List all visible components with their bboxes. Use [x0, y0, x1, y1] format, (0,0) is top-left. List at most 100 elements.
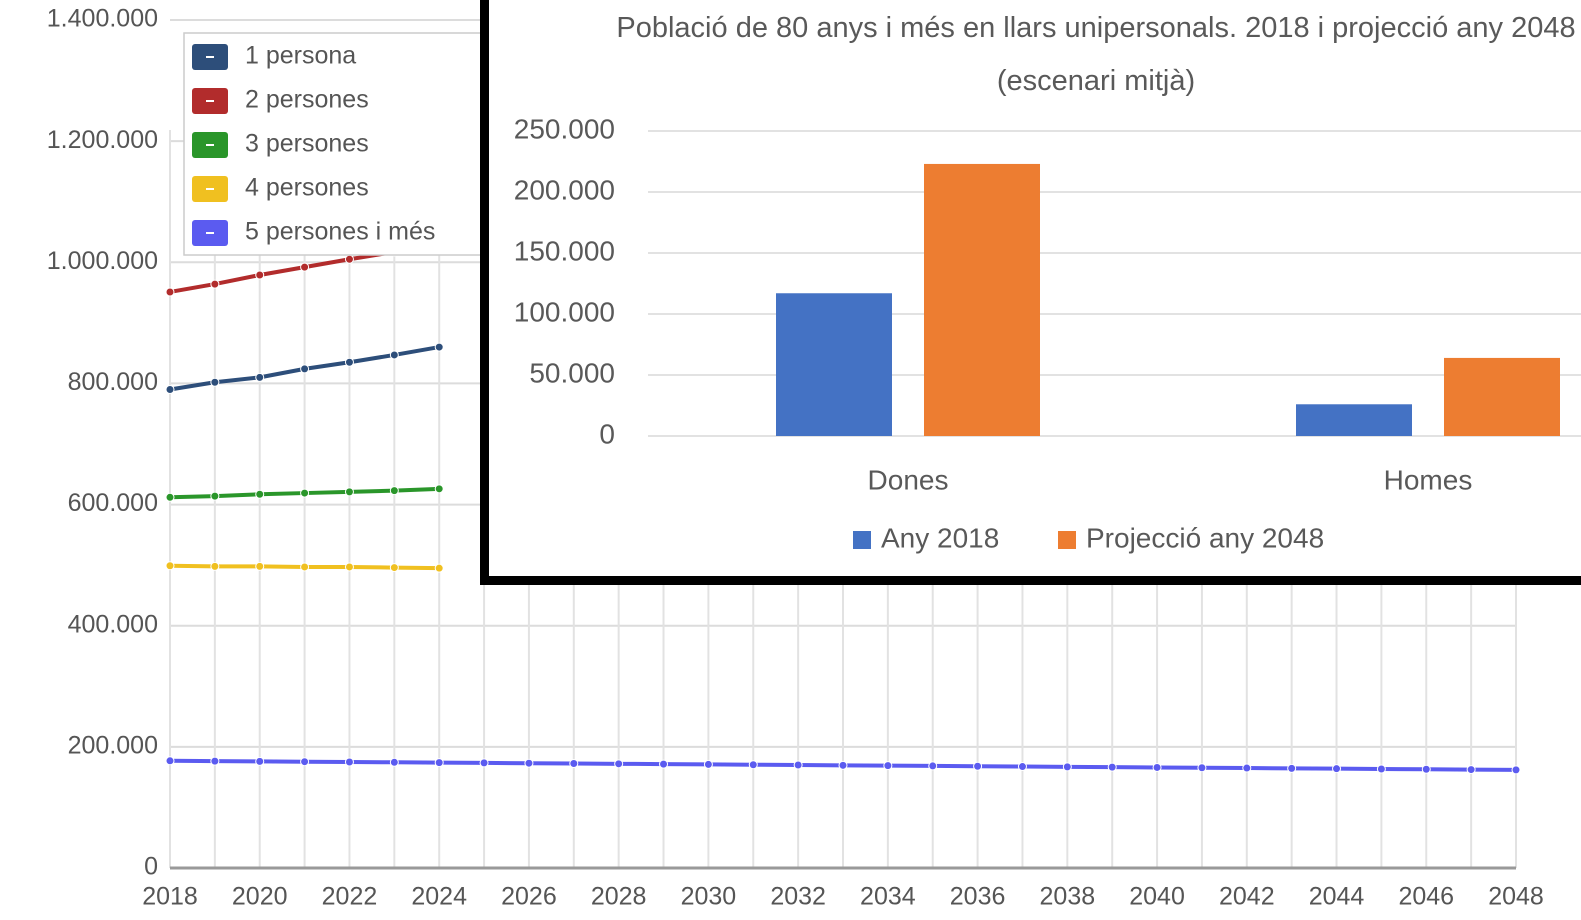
point: [165, 561, 175, 571]
y-tick-label: 250.000: [514, 113, 615, 144]
x-tick-label: 2036: [950, 883, 1006, 911]
x-tick-label: 2044: [1309, 883, 1365, 911]
point: [1511, 765, 1521, 775]
chart-title: Població de 80 anys i més en llars unipe…: [616, 12, 1576, 97]
point: [255, 270, 265, 280]
x-tick-label: 2048: [1488, 883, 1544, 911]
x-tick-label: 2022: [322, 883, 378, 911]
legend-swatch: [853, 531, 871, 549]
x-tick-label: 2032: [770, 883, 826, 911]
point: [1376, 764, 1386, 774]
point: [569, 759, 579, 769]
x-tick-label: 2040: [1129, 883, 1185, 911]
y-tick-label: 0: [599, 418, 615, 449]
point: [434, 484, 444, 494]
point: [255, 489, 265, 499]
y-tick-label: 600.000: [68, 489, 158, 517]
series-line: [169, 250, 395, 294]
legend-label: Projecció any 2048: [1086, 522, 1324, 553]
point: [389, 757, 399, 767]
y-tick-label: 1.200.000: [47, 126, 158, 154]
y-tick-label: 100.000: [514, 296, 615, 327]
point: [300, 562, 310, 572]
point: [1466, 765, 1476, 775]
point: [210, 377, 220, 387]
x-tick-label: 2020: [232, 883, 288, 911]
legend-label: 4 persones: [245, 174, 369, 202]
bar: [1296, 404, 1412, 436]
x-tick-label: Dones: [868, 464, 949, 495]
y-tick-label: 400.000: [68, 610, 158, 638]
y-tick-label: 200.000: [514, 174, 615, 205]
point: [389, 350, 399, 360]
point: [1062, 762, 1072, 772]
x-tick-label: 2038: [1040, 883, 1096, 911]
point: [1287, 763, 1297, 773]
legend-label: 3 persones: [245, 130, 369, 158]
point: [389, 563, 399, 573]
y-tick-label: 1.400.000: [47, 5, 158, 33]
point: [524, 758, 534, 768]
point: [344, 254, 354, 264]
point: [210, 561, 220, 571]
point: [434, 342, 444, 352]
point: [165, 756, 175, 766]
y-tick-label: 0: [144, 853, 158, 881]
y-tick-label: 800.000: [68, 368, 158, 396]
point: [838, 760, 848, 770]
legend-label: 2 persones: [245, 86, 369, 114]
legend-label: Any 2018: [881, 522, 999, 553]
point: [703, 759, 713, 769]
point: [1197, 763, 1207, 773]
point: [434, 758, 444, 768]
point: [300, 262, 310, 272]
point: [344, 487, 354, 497]
legend-swatch: [1058, 531, 1076, 549]
point: [793, 760, 803, 770]
x-tick-label: 2028: [591, 883, 647, 911]
legend-label: 5 persones i més: [245, 218, 435, 246]
x-tick-label: 2024: [411, 883, 467, 911]
point: [389, 486, 399, 496]
point: [659, 759, 669, 769]
bar: [1444, 357, 1560, 436]
point: [344, 757, 354, 767]
point: [210, 279, 220, 289]
point: [255, 756, 265, 766]
point: [748, 760, 758, 770]
y-tick-label: 150.000: [514, 235, 615, 266]
y-tick-label: 200.000: [68, 731, 158, 759]
point: [1017, 762, 1027, 772]
point: [1421, 764, 1431, 774]
point: [1152, 762, 1162, 772]
point: [1332, 764, 1342, 774]
point: [344, 562, 354, 572]
point: [1242, 763, 1252, 773]
point: [883, 761, 893, 771]
x-tick-label: 2026: [501, 883, 557, 911]
point: [255, 372, 265, 382]
point: [434, 563, 444, 573]
y-tick-label: 1.000.000: [47, 247, 158, 275]
x-tick-label: 2042: [1219, 883, 1275, 911]
bar: [776, 293, 892, 436]
x-tick-label: 2034: [860, 883, 916, 911]
legend-label: 1 persona: [245, 42, 356, 70]
point: [165, 287, 175, 297]
x-tick-label: 2018: [142, 883, 198, 911]
point: [300, 364, 310, 374]
x-tick-label: 2046: [1398, 883, 1454, 911]
point: [344, 357, 354, 367]
point: [928, 761, 938, 771]
point: [165, 384, 175, 394]
x-tick-label: 2030: [681, 883, 737, 911]
x-tick-label: Homes: [1384, 464, 1473, 495]
bar: [924, 163, 1040, 436]
point: [973, 761, 983, 771]
point: [479, 758, 489, 768]
point: [210, 756, 220, 766]
point: [300, 488, 310, 498]
point: [210, 491, 220, 501]
